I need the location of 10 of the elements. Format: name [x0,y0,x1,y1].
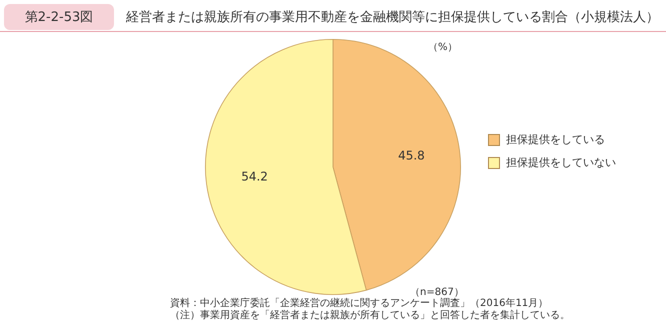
legend-label: 担保提供をしていない [506,155,616,170]
text: 第2-2-53図 [4,4,114,30]
chart-title: 経営者または親族所有の事業用不動産を金融機関等に担保提供している割合（小規模法人） [126,9,659,27]
text: （注）事業用資産を「経営者または親族が所有している」と回答した者を集計している。 [170,310,570,322]
text: 資料：中小企業庁委託「企業経営の継続に関するアンケート調査」（2016年11月） [170,298,550,310]
data-label: 45.8 [398,148,425,163]
data-label: 54.2 [241,170,268,184]
text: （n=867） [410,286,464,298]
legend-label: 担保提供をしている [506,132,605,147]
text: （%） [428,41,458,54]
